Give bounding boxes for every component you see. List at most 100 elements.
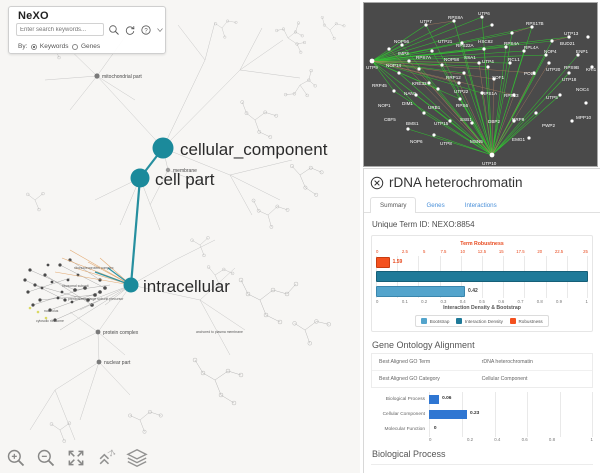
tab-bar[interactable]: Summary Genes Interactions [364,196,600,213]
ontology-tree-panel[interactable]: mitochondrial part membrane protein comp… [0,0,360,473]
svg-text:cytosolic ribosome: cytosolic ribosome [36,319,64,323]
brown-edges [371,20,570,156]
minor-nodes[interactable]: mitochondrial part membrane protein comp… [94,73,197,366]
svg-text:RPS1A: RPS1A [482,91,498,96]
tab-interactions[interactable]: Interactions [464,202,497,209]
zoom-out-icon[interactable] [36,448,56,468]
chart-plot-area: 1.59 0.42 [376,255,588,298]
radio-genes-label: Genes [80,43,101,50]
gene-nodes[interactable] [369,15,594,158]
legend-swatch-robustness [509,318,516,324]
svg-text:UTP9: UTP9 [366,65,378,70]
green-edges [371,16,579,156]
svg-text:RPS13: RPS13 [504,93,519,98]
collapse-icon[interactable] [96,448,116,468]
node-label-intracellular: intracellular [143,277,230,296]
bar-row-interaction-density [376,270,588,283]
svg-text:RPS4A: RPS4A [504,41,520,46]
svg-text:MSN5: MSN5 [470,139,483,144]
layers-icon[interactable] [126,447,148,469]
svg-text:UTP6: UTP6 [478,11,490,16]
refresh-icon[interactable] [124,24,136,36]
radio-genes-dot[interactable] [72,43,79,50]
tab-summary[interactable]: Summary [370,197,417,213]
svg-text:NOP6: NOP6 [410,139,423,144]
term-info-panel[interactable]: rDNA heterochromatin Summary Genes Inter… [363,168,600,473]
svg-text:UTP18: UTP18 [562,77,577,82]
svg-text:RPS8A: RPS8A [448,15,464,20]
chart-title-term-robustness: Term Robustness [460,241,504,247]
search-icon[interactable] [108,24,120,36]
bar-row-robustness: 1.59 [376,256,588,269]
go-alignment-table: Best Aligned GO Term rDNA heterochromati… [371,353,593,388]
tree-leaf-clusters [26,16,346,443]
tree-toolbar[interactable] [6,447,148,469]
tab-genes[interactable]: Genes [426,202,445,209]
bar-value-bootstrap: 0.42 [468,288,478,294]
table-row: Best Aligned GO Category Cellular Compon… [379,376,528,382]
go-bar-cellular-component [429,410,467,419]
svg-text:ribosomal subunit: ribosomal subunit [62,284,89,288]
svg-text:UTP20: UTP20 [546,67,561,72]
svg-text:UTP21: UTP21 [438,39,453,44]
svg-text:CBF5: CBF5 [384,117,396,122]
node-label-nuclear-part: nuclear part [104,360,131,366]
svg-text:NOC4: NOC4 [576,87,589,92]
legend-swatch-interaction-density [456,318,463,324]
go-chart-axis: 0 0.2 0.4 0.6 0.8 1 [429,437,593,442]
gene-interaction-network[interactable]: UTP9 NOP56 UTP7 RPS8A UTP6 RPS17B RPS4A … [363,2,598,167]
svg-text:NOP14: NOP14 [386,63,402,68]
svg-text:RRP12: RRP12 [446,75,461,80]
svg-text:DIM1: DIM1 [402,101,413,106]
go-bar-biological-process [429,395,439,404]
gene-labels: UTP9 NOP56 UTP7 RPS8A UTP6 RPS17B RPS4A … [366,11,597,166]
section-title-biological-process: Biological Process [372,449,446,459]
svg-text:NOP4: NOP4 [544,49,557,54]
go-value-molecular-function: 0 [433,426,437,431]
search-by-row[interactable]: By: Keywords Genes [18,43,100,50]
info-header: rDNA heterochromatin [364,169,600,192]
svg-text:nucleolus: nucleolus [44,309,59,313]
divider [371,464,593,465]
bar-robustness [376,256,390,268]
gene-network-svg[interactable]: UTP9 NOP56 UTP7 RPS8A UTP6 RPS17B RPS4A … [364,3,598,167]
radio-genes[interactable]: Genes [72,43,100,50]
svg-text:RCL1: RCL1 [508,57,520,62]
svg-text:ribonucleoprotein complex: ribonucleoprotein complex [74,266,114,270]
svg-text:UTP15: UTP15 [434,121,449,126]
svg-text:SSB1: SSB1 [460,117,472,122]
svg-text:SOF1: SOF1 [492,75,504,80]
search-input[interactable] [16,23,104,36]
svg-text:ENP1: ENP1 [576,49,588,54]
node-label-cell-part: cell part [155,170,215,189]
svg-text:RPL4A: RPL4A [524,45,539,50]
table-row: Best Aligned GO Term rDNA heterochromati… [372,354,592,371]
help-icon[interactable]: ? [140,24,152,36]
svg-text:RPS7A: RPS7A [416,55,432,60]
svg-text:UTP22: UTP22 [454,89,469,94]
term-id-text: Unique Term ID: NEXO:8854 [372,220,475,229]
radio-keywords-label: Keywords [39,43,69,50]
app-title: NeXO [18,10,49,22]
legend-item-robustness: Robustness [509,318,543,324]
go-category-chart: Biological Process 0.06 Cellular Compone… [371,392,593,442]
dense-gene-cluster [23,249,132,331]
legend-swatch-bootstrap [421,318,428,324]
ontology-tree-graph[interactable]: mitochondrial part membrane protein comp… [0,0,360,473]
search-panel[interactable]: NeXO ? By: Keywords [8,6,166,54]
major-nodes[interactable]: cellular_component cell part intracellul… [123,137,328,297]
tree-edges-background [29,21,301,441]
zoom-in-icon[interactable] [6,448,26,468]
svg-text:MPP10: MPP10 [576,115,592,120]
chevron-down-icon[interactable] [156,26,164,34]
svg-text:RPS9B: RPS9B [564,65,579,70]
svg-text:URB1: URB1 [428,105,441,110]
node-cellular-component [152,137,174,159]
radio-keywords[interactable]: Keywords [31,43,68,50]
svg-text:NOP1: NOP1 [378,103,391,108]
radio-keywords-dot[interactable] [31,43,38,50]
svg-text:?: ? [144,28,148,34]
fit-screen-icon[interactable] [66,448,86,468]
go-value-biological-process: 0.06 [442,396,452,401]
close-circle-icon[interactable] [370,176,384,190]
